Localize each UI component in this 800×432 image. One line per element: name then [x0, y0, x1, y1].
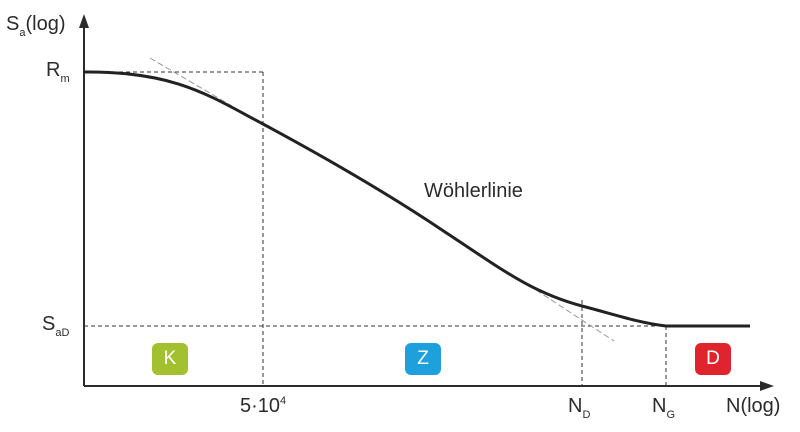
- y-axis-symbol: S: [6, 13, 20, 35]
- sad-main: S: [42, 313, 56, 335]
- nd-subscript: D: [582, 409, 591, 421]
- zone-z-badge: Z: [405, 343, 441, 375]
- n1-label: 5·104: [240, 395, 287, 417]
- y-axis-title: Sa(log): [6, 13, 66, 39]
- nd-main: N: [568, 395, 583, 417]
- x-axis-arrow: [760, 381, 774, 391]
- sad-label: SaD: [42, 313, 69, 339]
- woehler-curve: [83, 70, 750, 328]
- ng-label: NG: [652, 395, 675, 421]
- sad-subscript: aD: [55, 327, 70, 339]
- y-axis-subscript: a: [19, 27, 26, 39]
- x-axis-title: N(log): [726, 395, 781, 417]
- ng-main: N: [652, 395, 667, 417]
- zone-k-badge: K: [152, 343, 188, 375]
- y-axis-arrow: [79, 14, 89, 28]
- n1-exponent: 4: [280, 395, 287, 407]
- n1-base: 5·10: [240, 395, 281, 417]
- rm-label: Rm: [46, 59, 70, 85]
- zone-d-badge: D: [695, 343, 731, 375]
- y-axis-suffix: (log): [25, 13, 66, 35]
- upper-tangent-line: [149, 57, 233, 107]
- lower-tangent-line: [535, 289, 615, 342]
- ng-subscript: G: [666, 409, 676, 421]
- nd-label: ND: [568, 395, 590, 421]
- curve-label: Wöhlerlinie: [424, 180, 523, 202]
- rm-subscript: m: [60, 73, 70, 85]
- rm-main: R: [46, 59, 61, 81]
